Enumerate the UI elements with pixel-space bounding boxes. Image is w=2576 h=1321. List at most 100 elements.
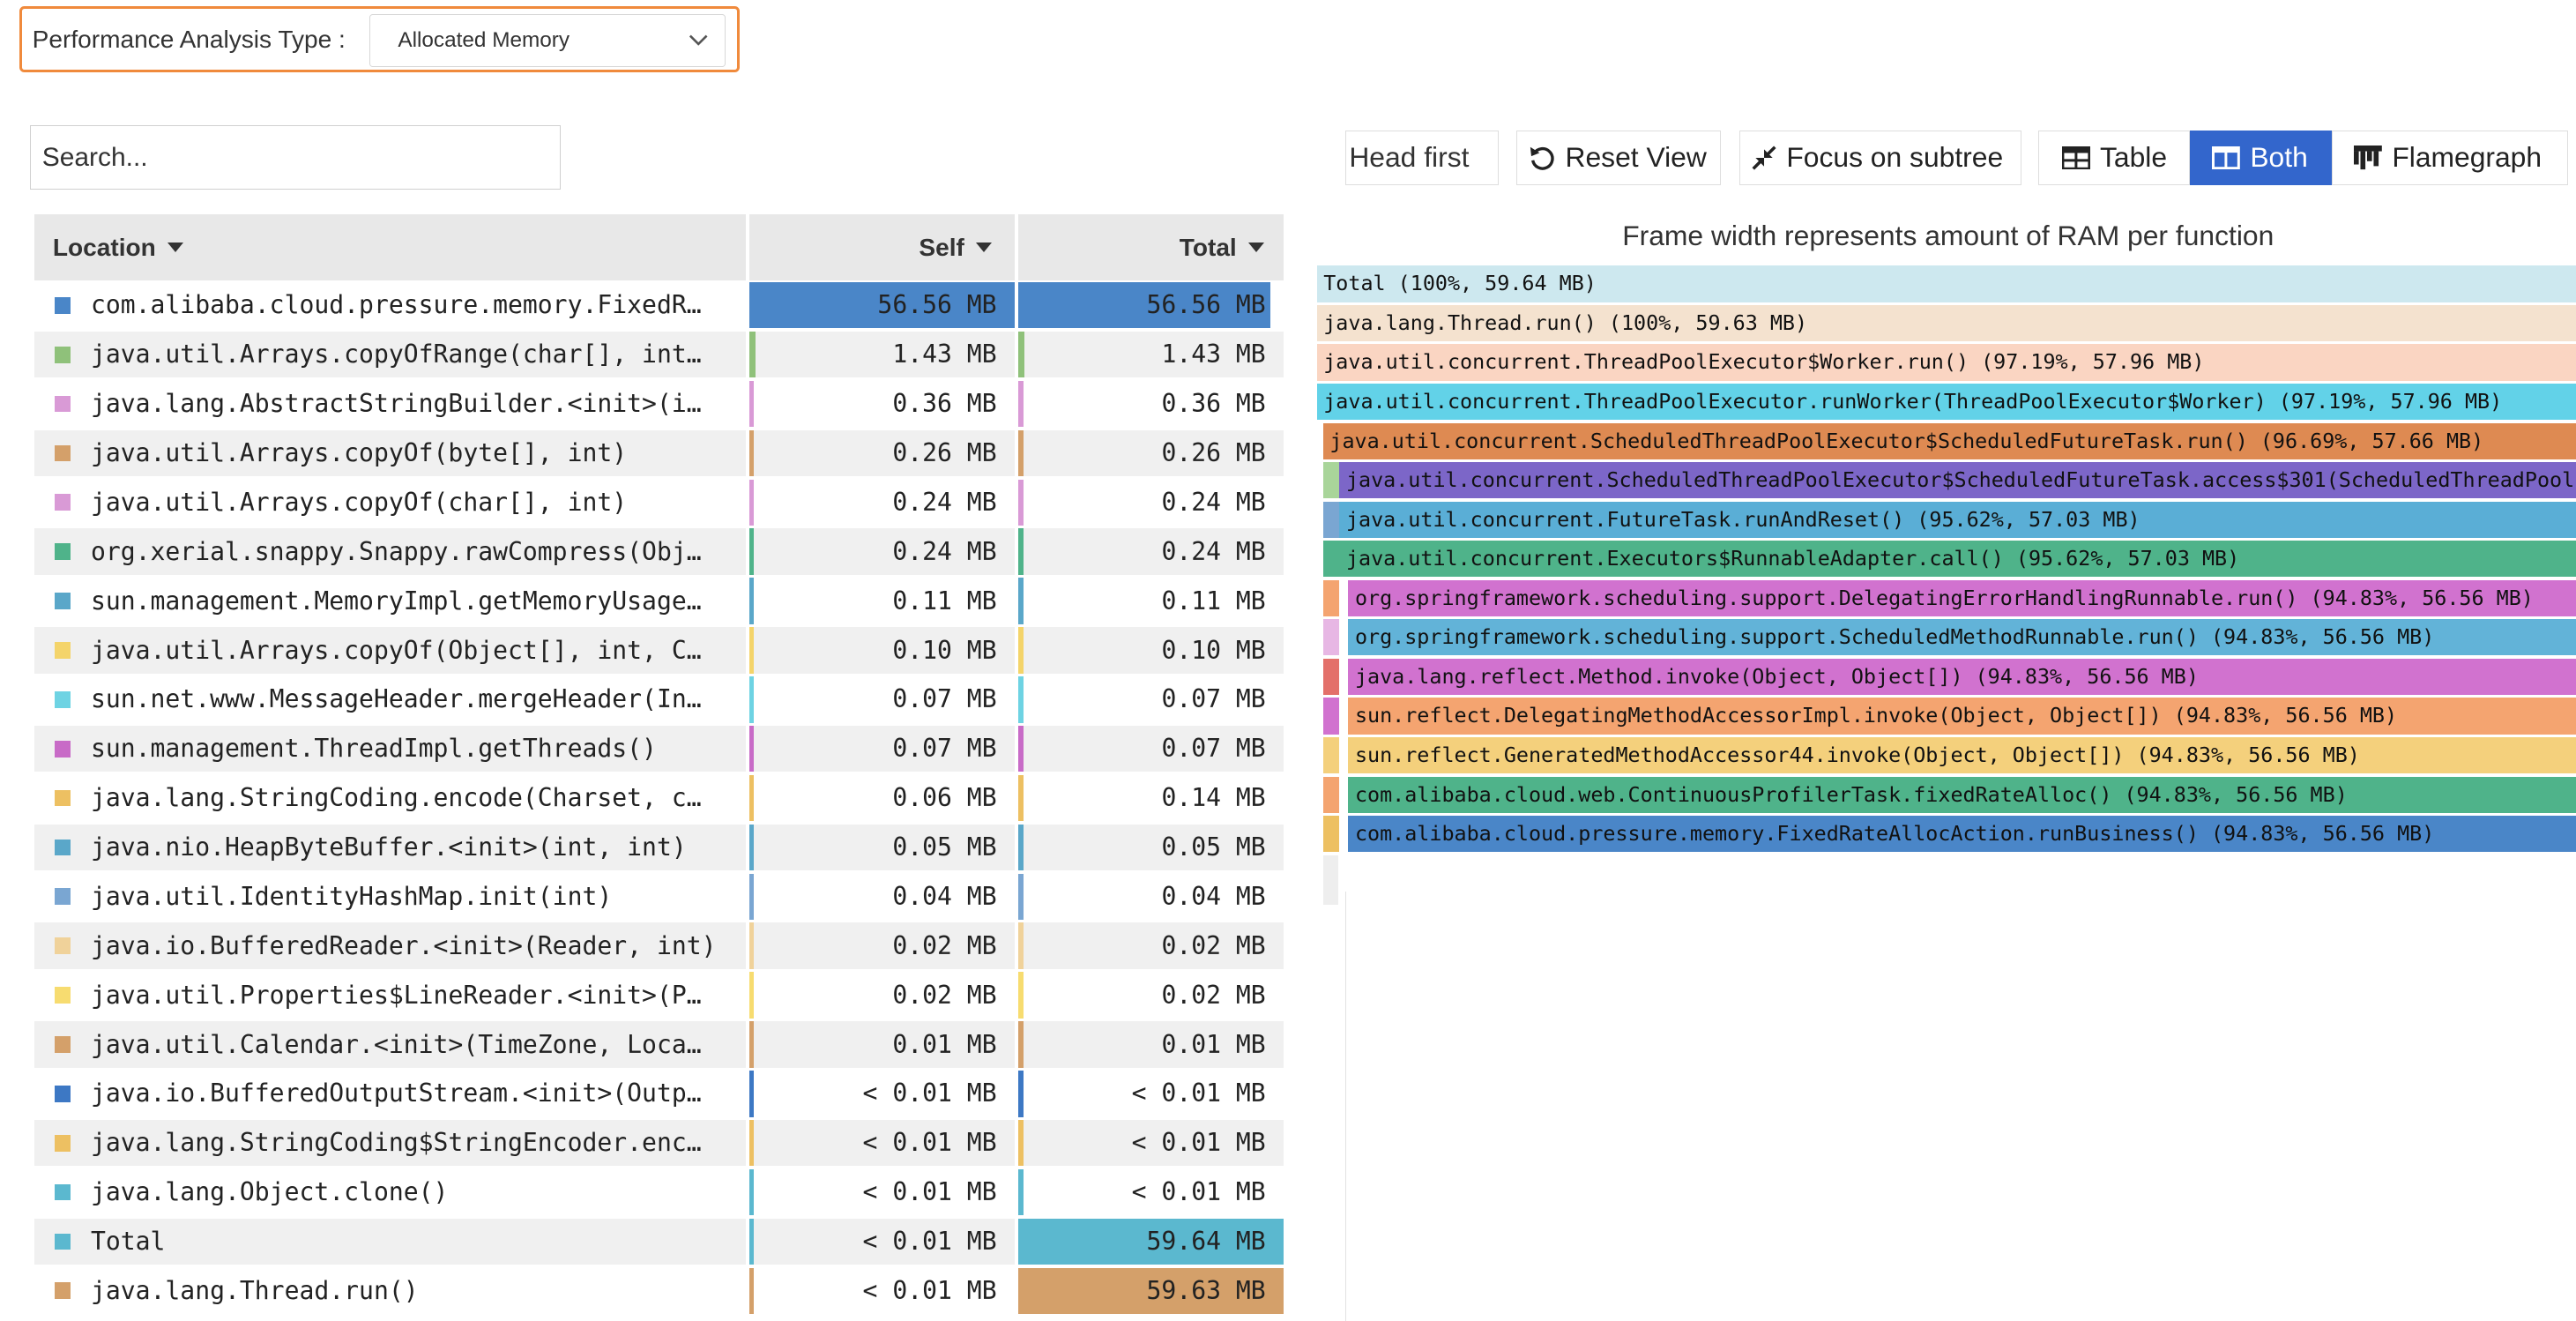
table-row[interactable]: java.util.Properties$LineReader.<init>(P… — [34, 972, 1284, 1021]
focus-subtree-button[interactable]: Focus on subtree — [1739, 131, 2021, 185]
flame-frame[interactable] — [1323, 580, 1340, 616]
flame-frame[interactable]: java.util.concurrent.ThreadPoolExecutor.… — [1317, 384, 2576, 420]
flame-frame[interactable] — [1323, 777, 1340, 813]
table-row[interactable]: java.util.Arrays.copyOf(byte[], int)0.26… — [34, 430, 1284, 480]
row-self-value: 0.10 MB — [892, 636, 996, 665]
flame-frame[interactable] — [1323, 462, 1340, 498]
flame-frame[interactable]: java.lang.Thread.run() (100%, 59.63 MB) — [1317, 305, 2576, 341]
row-location: java.nio.HeapByteBuffer.<init>(int, int) — [91, 832, 687, 862]
flame-frame[interactable]: org.springframework.scheduling.support.S… — [1348, 619, 2576, 655]
table-row[interactable]: java.util.Calendar.<init>(TimeZone, Loca… — [34, 1021, 1284, 1071]
table-view-button[interactable]: Table — [2038, 131, 2190, 185]
total-bar — [1018, 775, 1024, 821]
head-first-button[interactable]: Head first — [1345, 131, 1499, 185]
flame-frame[interactable]: com.alibaba.cloud.pressure.memory.FixedR… — [1348, 816, 2576, 852]
color-swatch — [55, 741, 71, 758]
table-row[interactable]: sun.management.MemoryImpl.getMemoryUsage… — [34, 578, 1284, 627]
self-bar — [749, 332, 756, 377]
table-row[interactable]: java.util.Arrays.copyOfRange(char[], int… — [34, 332, 1284, 381]
row-self-value: 0.26 MB — [892, 438, 996, 467]
table-row[interactable]: java.util.Arrays.copyOf(Object[], int, C… — [34, 627, 1284, 676]
row-total-value: 0.07 MB — [1161, 734, 1265, 763]
color-swatch — [55, 987, 71, 1004]
flame-frame[interactable] — [1323, 541, 1340, 577]
table-row[interactable]: sun.management.ThreadImpl.getThreads()0.… — [34, 726, 1284, 775]
self-bar — [749, 1021, 755, 1067]
row-self-value: 1.43 MB — [892, 340, 996, 369]
reset-icon — [1529, 145, 1555, 171]
flame-frame[interactable]: sun.reflect.DelegatingMethodAccessorImpl… — [1348, 698, 2576, 734]
table-row[interactable]: java.lang.AbstractStringBuilder.<init>(i… — [34, 381, 1284, 430]
flame-frame[interactable] — [1323, 816, 1340, 852]
row-total-value: 0.02 MB — [1161, 931, 1265, 960]
table-header: Location Self Total — [34, 214, 1284, 280]
flame-frame[interactable]: com.alibaba.cloud.web.ContinuousProfiler… — [1348, 777, 2576, 813]
flame-frame[interactable]: sun.reflect.GeneratedMethodAccessor44.in… — [1348, 737, 2576, 773]
flame-frame[interactable] — [1323, 502, 1340, 538]
flame-frame[interactable]: java.util.concurrent.ScheduledThreadPool… — [1323, 423, 2576, 459]
flame-frame[interactable]: java.util.concurrent.ScheduledThreadPool… — [1339, 462, 2576, 498]
color-swatch — [55, 888, 71, 905]
table-row[interactable]: org.xerial.snappy.Snappy.rawCompress(Obj… — [34, 528, 1284, 578]
analysis-type-select[interactable]: Allocated Memory — [369, 14, 726, 67]
flame-frame[interactable]: java.util.concurrent.ThreadPoolExecutor$… — [1317, 344, 2576, 380]
table-row[interactable]: java.io.BufferedReader.<init>(Reader, in… — [34, 922, 1284, 972]
table-row[interactable]: java.util.IdentityHashMap.init(int)0.04 … — [34, 874, 1284, 923]
flame-frame[interactable] — [1323, 737, 1340, 773]
column-header-total[interactable]: Total — [1018, 214, 1284, 280]
row-self-cell: 0.06 MB — [749, 775, 1015, 821]
column-header-location[interactable]: Location — [34, 214, 746, 280]
row-total-cell: 0.07 MB — [1018, 676, 1284, 722]
table-row[interactable]: java.lang.StringCoding.encode(Charset, c… — [34, 775, 1284, 825]
color-swatch — [55, 1086, 71, 1102]
row-total-value: 59.63 MB — [1147, 1276, 1266, 1305]
reset-view-button[interactable]: Reset View — [1516, 131, 1721, 185]
flamegraph-view-button[interactable]: Flamegraph — [2332, 131, 2568, 185]
row-self-value: 0.05 MB — [892, 832, 996, 862]
self-bar — [749, 381, 755, 427]
row-self-cell: < 0.01 MB — [749, 1219, 1015, 1265]
total-bar — [1018, 726, 1024, 772]
flame-frame[interactable]: java.lang.reflect.Method.invoke(Object, … — [1348, 659, 2576, 695]
row-self-cell: 0.05 MB — [749, 825, 1015, 870]
flame-frame[interactable] — [1323, 619, 1340, 655]
flame-frame[interactable]: java.util.concurrent.FutureTask.runAndRe… — [1339, 502, 2576, 538]
search-input[interactable] — [30, 125, 562, 190]
table-row[interactable]: com.alibaba.cloud.pressure.memory.FixedR… — [34, 282, 1284, 332]
row-self-value: 0.24 MB — [892, 537, 996, 566]
column-header-self[interactable]: Self — [749, 214, 1015, 280]
flame-frame[interactable]: Total (100%, 59.64 MB) — [1317, 265, 2576, 302]
row-location: sun.management.MemoryImpl.getMemoryUsage… — [91, 586, 702, 616]
row-total-cell: 0.05 MB — [1018, 825, 1284, 870]
both-view-button[interactable]: Both — [2190, 131, 2332, 185]
table-row[interactable]: sun.net.www.MessageHeader.mergeHeader(In… — [34, 676, 1284, 726]
table-row[interactable]: java.io.BufferedOutputStream.<init>(Outp… — [34, 1071, 1284, 1120]
row-location: sun.net.www.MessageHeader.mergeHeader(In… — [91, 684, 702, 713]
color-swatch — [55, 396, 71, 413]
color-swatch — [55, 937, 71, 954]
row-self-cell: 0.02 MB — [749, 922, 1015, 968]
flame-frame[interactable]: java.util.concurrent.Executors$RunnableA… — [1339, 541, 2576, 577]
row-total-cell: 1.43 MB — [1018, 332, 1284, 377]
analysis-type-bar: Performance Analysis Type : Allocated Me… — [19, 6, 739, 72]
row-total-cell: 0.24 MB — [1018, 480, 1284, 526]
row-self-cell: < 0.01 MB — [749, 1120, 1015, 1166]
row-location: java.util.Properties$LineReader.<init>(P… — [91, 981, 702, 1010]
row-self-value: 0.02 MB — [892, 931, 996, 960]
row-total-value: 0.11 MB — [1161, 586, 1265, 616]
total-bar — [1018, 430, 1024, 476]
flame-frame[interactable]: org.springframework.scheduling.support.D… — [1348, 580, 2576, 616]
table-row[interactable]: java.lang.Object.clone()< 0.01 MB< 0.01 … — [34, 1169, 1284, 1219]
flame-frame[interactable] — [1323, 698, 1340, 734]
sort-caret-icon — [976, 243, 992, 252]
total-bar — [1018, 874, 1024, 920]
row-location: java.lang.Thread.run() — [91, 1276, 419, 1305]
table-row[interactable]: java.nio.HeapByteBuffer.<init>(int, int)… — [34, 825, 1284, 874]
table-row[interactable]: java.util.Arrays.copyOf(char[], int)0.24… — [34, 480, 1284, 529]
row-total-cell: 0.04 MB — [1018, 874, 1284, 920]
table-row[interactable]: java.lang.StringCoding$StringEncoder.enc… — [34, 1120, 1284, 1169]
focus-subtree-label: Focus on subtree — [1786, 141, 2003, 174]
flame-frame[interactable] — [1323, 659, 1340, 695]
